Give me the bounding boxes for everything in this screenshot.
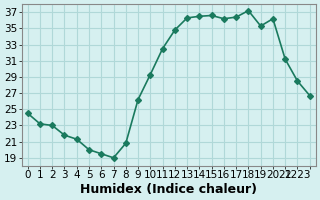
X-axis label: Humidex (Indice chaleur): Humidex (Indice chaleur) [80,183,257,196]
